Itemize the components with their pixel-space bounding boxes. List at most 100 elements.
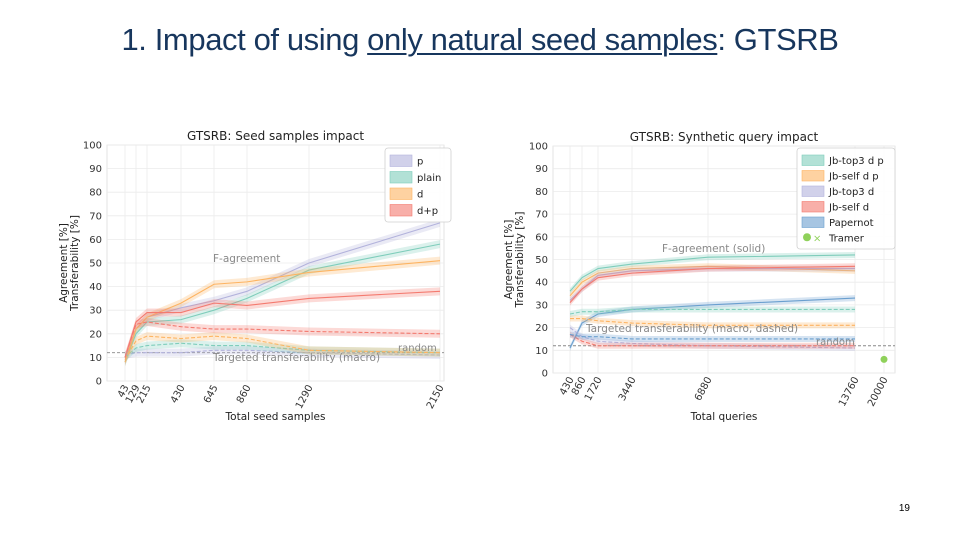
y-tick-label: 10 bbox=[89, 353, 102, 364]
confidence-band-jb-top3-d bbox=[570, 324, 855, 352]
legend-label-jb-self-d-p: Jb-self d p bbox=[828, 171, 879, 182]
chart-title: GTSRB: Synthetic query impact bbox=[630, 130, 819, 144]
title-underlined-phrase: only natural seed samples bbox=[367, 22, 718, 57]
legend-label-jb-self-d: Jb-self d bbox=[828, 202, 869, 213]
annotation-f-agreement-solid: F-agreement (solid) bbox=[662, 243, 765, 255]
y-tick-label: 40 bbox=[89, 282, 102, 293]
legend-label-plain: plain bbox=[417, 173, 441, 184]
series-line-jb-self-d-transferability bbox=[569, 333, 855, 347]
page-number: 19 bbox=[898, 503, 910, 514]
x-tick-label: 6880 bbox=[693, 375, 715, 403]
x-tick-label: 13760 bbox=[837, 375, 862, 408]
legend-swatch-jb-self-d bbox=[801, 201, 825, 213]
legend-swatch-plain bbox=[389, 171, 413, 184]
series-line-d-agreement bbox=[124, 260, 441, 363]
legend-label-papernot: Papernot bbox=[829, 218, 874, 229]
y-tick-label: 0 bbox=[96, 377, 102, 388]
title-suffix: : GTSRB bbox=[717, 22, 839, 57]
legend-label-tramer: Tramer bbox=[828, 233, 865, 244]
confidence-band-p bbox=[125, 218, 440, 367]
legend-swatch-papernot bbox=[801, 216, 825, 228]
legend-marker-tramer bbox=[803, 233, 811, 242]
y-tick-label: 90 bbox=[535, 164, 548, 175]
x-axis-label: Total queries bbox=[690, 411, 758, 423]
y-tick-label: 20 bbox=[535, 323, 548, 334]
y-tick-label: 70 bbox=[89, 211, 102, 222]
y-tick-label: 50 bbox=[535, 255, 548, 266]
y-tick-label: 10 bbox=[535, 346, 548, 357]
y-tick-label: 60 bbox=[535, 232, 548, 243]
confidence-band-p bbox=[125, 346, 440, 360]
confidence-band-plain bbox=[125, 339, 440, 362]
annotation-f-agreement: F-agreement bbox=[213, 253, 280, 265]
y-tick-label: 50 bbox=[89, 259, 102, 270]
legend-swatch-p bbox=[389, 154, 413, 167]
legend-swatch-d-p bbox=[389, 204, 413, 217]
legend-label-d-p: d+p bbox=[417, 206, 438, 217]
series-line-d-transferability bbox=[124, 335, 441, 361]
legend-swatch-d bbox=[389, 187, 413, 200]
data-point-tramer bbox=[880, 355, 888, 363]
series-line-papernot-transferability bbox=[569, 333, 855, 340]
confidence-band-d bbox=[125, 256, 440, 367]
legend-label-p: p bbox=[417, 156, 423, 167]
confidence-band-papernot bbox=[570, 331, 855, 342]
legend-marker-x: × bbox=[813, 233, 821, 244]
confidence-band-jb-self-d bbox=[570, 331, 855, 349]
legend-label-jb-top3-d: Jb-top3 d bbox=[828, 187, 874, 198]
annotation-random: random bbox=[398, 343, 437, 354]
series-line-jb-top3-d-p-transferability bbox=[569, 308, 855, 315]
series-line-plain-transferability bbox=[124, 342, 441, 358]
y-tick-label: 70 bbox=[535, 210, 548, 221]
y-tick-label: 90 bbox=[89, 164, 102, 175]
y-axis-label: Transferability [%] bbox=[514, 212, 526, 309]
series-line-jb-self-d-p-agreement bbox=[569, 265, 856, 297]
slide-title: 1. Impact of using only natural seed sam… bbox=[0, 22, 960, 58]
annotation-targeted-transferability-macro-dashed: Targeted transferability (macro, dashed) bbox=[585, 323, 798, 335]
confidence-band-d bbox=[125, 332, 440, 364]
x-tick-label: 3440 bbox=[617, 375, 639, 403]
y-tick-label: 30 bbox=[89, 306, 102, 317]
y-tick-label: 80 bbox=[535, 187, 548, 198]
x-tick-label: 20000 bbox=[866, 375, 891, 408]
legend-label-jb-top3-d-p: Jb-top3 d p bbox=[828, 156, 884, 167]
series-line-plain-agreement bbox=[124, 243, 441, 363]
legend-swatch-jb-top3-d bbox=[801, 185, 825, 197]
series-line-papernot-agreement bbox=[569, 297, 856, 349]
y-tick-label: 60 bbox=[89, 235, 102, 246]
title-prefix: 1. Impact of using bbox=[121, 22, 368, 57]
series-line-d-p-transferability bbox=[124, 321, 441, 358]
series-line-jb-self-d-p-transferability bbox=[570, 317, 855, 326]
confidence-band-jb-top3-d-p bbox=[570, 306, 855, 317]
confidence-band-jb-top3-d bbox=[570, 265, 855, 304]
legend-swatch-jb-self-d-p bbox=[801, 170, 825, 182]
y-axis-label: Transferability [%] bbox=[69, 215, 81, 312]
y-tick-label: 40 bbox=[535, 278, 548, 289]
series-line-jb-top3-d-transferability bbox=[569, 327, 856, 349]
y-tick-label: 100 bbox=[83, 141, 102, 152]
y-axis-label: Agreement [%] bbox=[503, 220, 515, 300]
legend-label-d: d bbox=[417, 189, 423, 200]
y-tick-label: 30 bbox=[535, 300, 548, 311]
x-axis-label: Total seed samples bbox=[225, 411, 326, 423]
chart-title: GTSRB: Seed samples impact bbox=[187, 129, 364, 143]
annotation-targeted-transferability-macro: Targeted transferability (macro) bbox=[212, 352, 380, 364]
y-tick-label: 0 bbox=[542, 369, 548, 380]
y-axis-label: Agreement [%] bbox=[58, 223, 70, 303]
series-line-p-transferability bbox=[124, 349, 441, 356]
legend-swatch-jb-top3-d-p bbox=[801, 154, 825, 166]
annotation-random: random bbox=[816, 337, 855, 348]
confidence-band-plain bbox=[125, 240, 440, 367]
x-tick-label: 43 bbox=[116, 383, 132, 399]
series-line-d-p-agreement bbox=[124, 290, 441, 358]
series-line-jb-self-d-agreement bbox=[569, 265, 856, 303]
series-line-jb-top3-d-p-agreement bbox=[569, 254, 856, 292]
confidence-band-jb-top3-d-p bbox=[570, 251, 855, 295]
confidence-band-jb-self-d bbox=[570, 263, 855, 306]
y-tick-label: 20 bbox=[89, 329, 102, 340]
y-tick-label: 80 bbox=[89, 188, 102, 199]
confidence-band-jb-self-d-p bbox=[570, 315, 855, 329]
y-tick-label: 100 bbox=[529, 142, 548, 153]
